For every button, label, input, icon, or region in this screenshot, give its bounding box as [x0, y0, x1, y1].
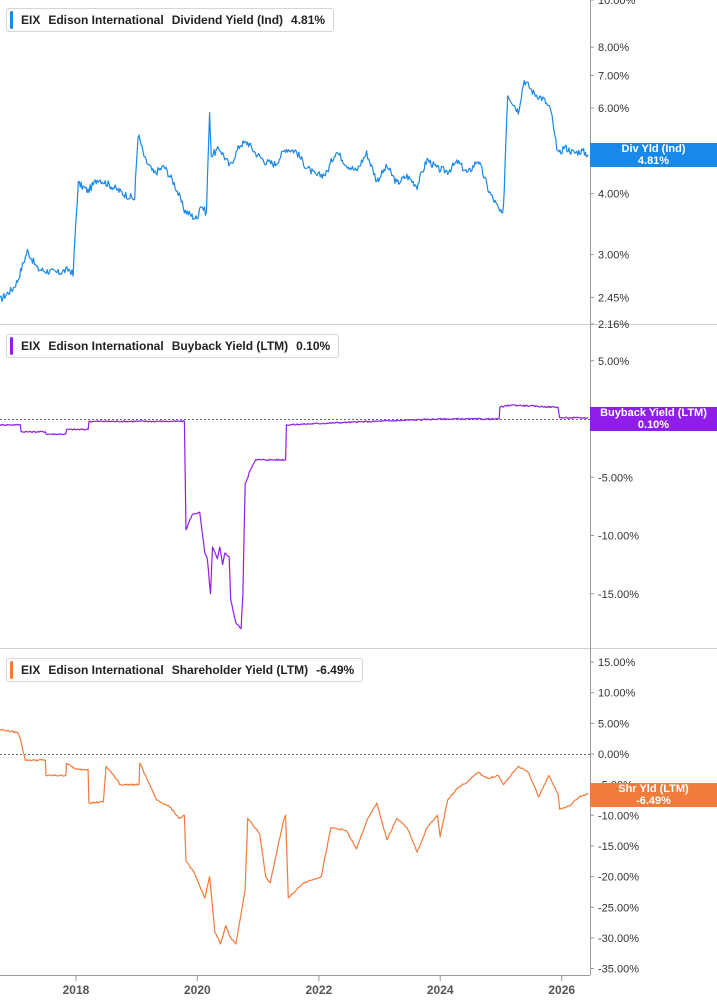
badge-value: 4.81%: [637, 155, 670, 167]
legend-value: -6.49%: [316, 663, 355, 677]
x-tick-label: 2026: [548, 983, 575, 997]
legend-ticker: EIX: [21, 13, 41, 27]
legend-ticker: EIX: [21, 663, 41, 677]
legend-metric: Shareholder Yield (LTM): [171, 663, 309, 677]
shareholder-yield-badge: Shr Yld (LTM) -6.49%: [590, 783, 717, 807]
legend-value: 4.81%: [291, 13, 326, 27]
y-tick-label: -35.00%: [598, 964, 639, 976]
y-tick-label: 7.00%: [598, 70, 629, 82]
x-tick-label: 2018: [63, 983, 90, 997]
shareholder-yield-series-line: [0, 728, 589, 945]
y-tick-label: 3.00%: [598, 250, 629, 262]
dividend-yield-series-line: [0, 79, 589, 302]
badge-value: 0.10%: [637, 419, 670, 431]
legend-swatch: [10, 661, 13, 679]
y-tick-label: 2.16%: [598, 319, 629, 331]
series-layer: [0, 79, 589, 945]
badge-value: -6.49%: [636, 795, 671, 807]
legend-ticker: EIX: [21, 339, 41, 353]
legend-metric: Dividend Yield (Ind): [171, 13, 284, 27]
buyback-yield-series-line: [0, 404, 589, 630]
y-tick-label: 6.00%: [598, 103, 629, 115]
y-tick-label: 5.00%: [598, 718, 629, 730]
x-tick-label: 2022: [306, 983, 333, 997]
y-tick-label: 15.00%: [598, 657, 636, 669]
legend-swatch: [10, 337, 13, 355]
axis-layer: 10.00% 8.00% 7.00% 6.00% 4.00% 3.00% 2.45% 2.16…: [63, 0, 639, 997]
y-tick-label: -5.00%: [598, 472, 633, 484]
badge-label: Buyback Yield (LTM): [600, 407, 707, 419]
legend-metric: Buyback Yield (LTM): [171, 339, 289, 353]
legend-company: Edison International: [48, 13, 164, 27]
legend-buyback-yield[interactable]: EIX Edison International Buyback Yield (…: [6, 334, 340, 358]
y-tick-label: 2.45%: [598, 292, 629, 304]
dividend-yield-badge: Div Yld (Ind) 4.81%: [590, 143, 717, 167]
y-tick-label: 4.00%: [598, 189, 629, 201]
legend-shareholder-yield[interactable]: EIX Edison International Shareholder Yie…: [6, 658, 364, 682]
badge-label: Shr Yld (LTM): [618, 783, 689, 795]
y-tick-label: -15.00%: [598, 589, 639, 601]
y-tick-label: -10.00%: [598, 531, 639, 543]
y-tick-label: -25.00%: [598, 902, 639, 914]
y-tick-label: 5.00%: [598, 356, 629, 368]
x-tick-label: 2024: [427, 983, 454, 997]
y-tick-label: 8.00%: [598, 42, 629, 54]
legend-value: 0.10%: [296, 339, 331, 353]
legend-company: Edison International: [48, 663, 164, 677]
y-tick-label: -20.00%: [598, 872, 639, 884]
legend-company: Edison International: [48, 339, 164, 353]
legend-swatch: [10, 11, 13, 29]
y-tick-label: -10.00%: [598, 810, 639, 822]
y-tick-label: -15.00%: [598, 841, 639, 853]
buyback-yield-badge: Buyback Yield (LTM) 0.10%: [590, 407, 717, 431]
badge-label: Div Yld (Ind): [621, 143, 686, 155]
y-tick-label: -30.00%: [598, 933, 639, 945]
y-tick-label: 10.00%: [598, 688, 636, 700]
legend-dividend-yield[interactable]: EIX Edison International Dividend Yield …: [6, 8, 335, 32]
y-tick-label: 10.00%: [598, 0, 636, 7]
y-tick-label: 0.00%: [598, 749, 629, 761]
x-tick-label: 2020: [184, 983, 211, 997]
